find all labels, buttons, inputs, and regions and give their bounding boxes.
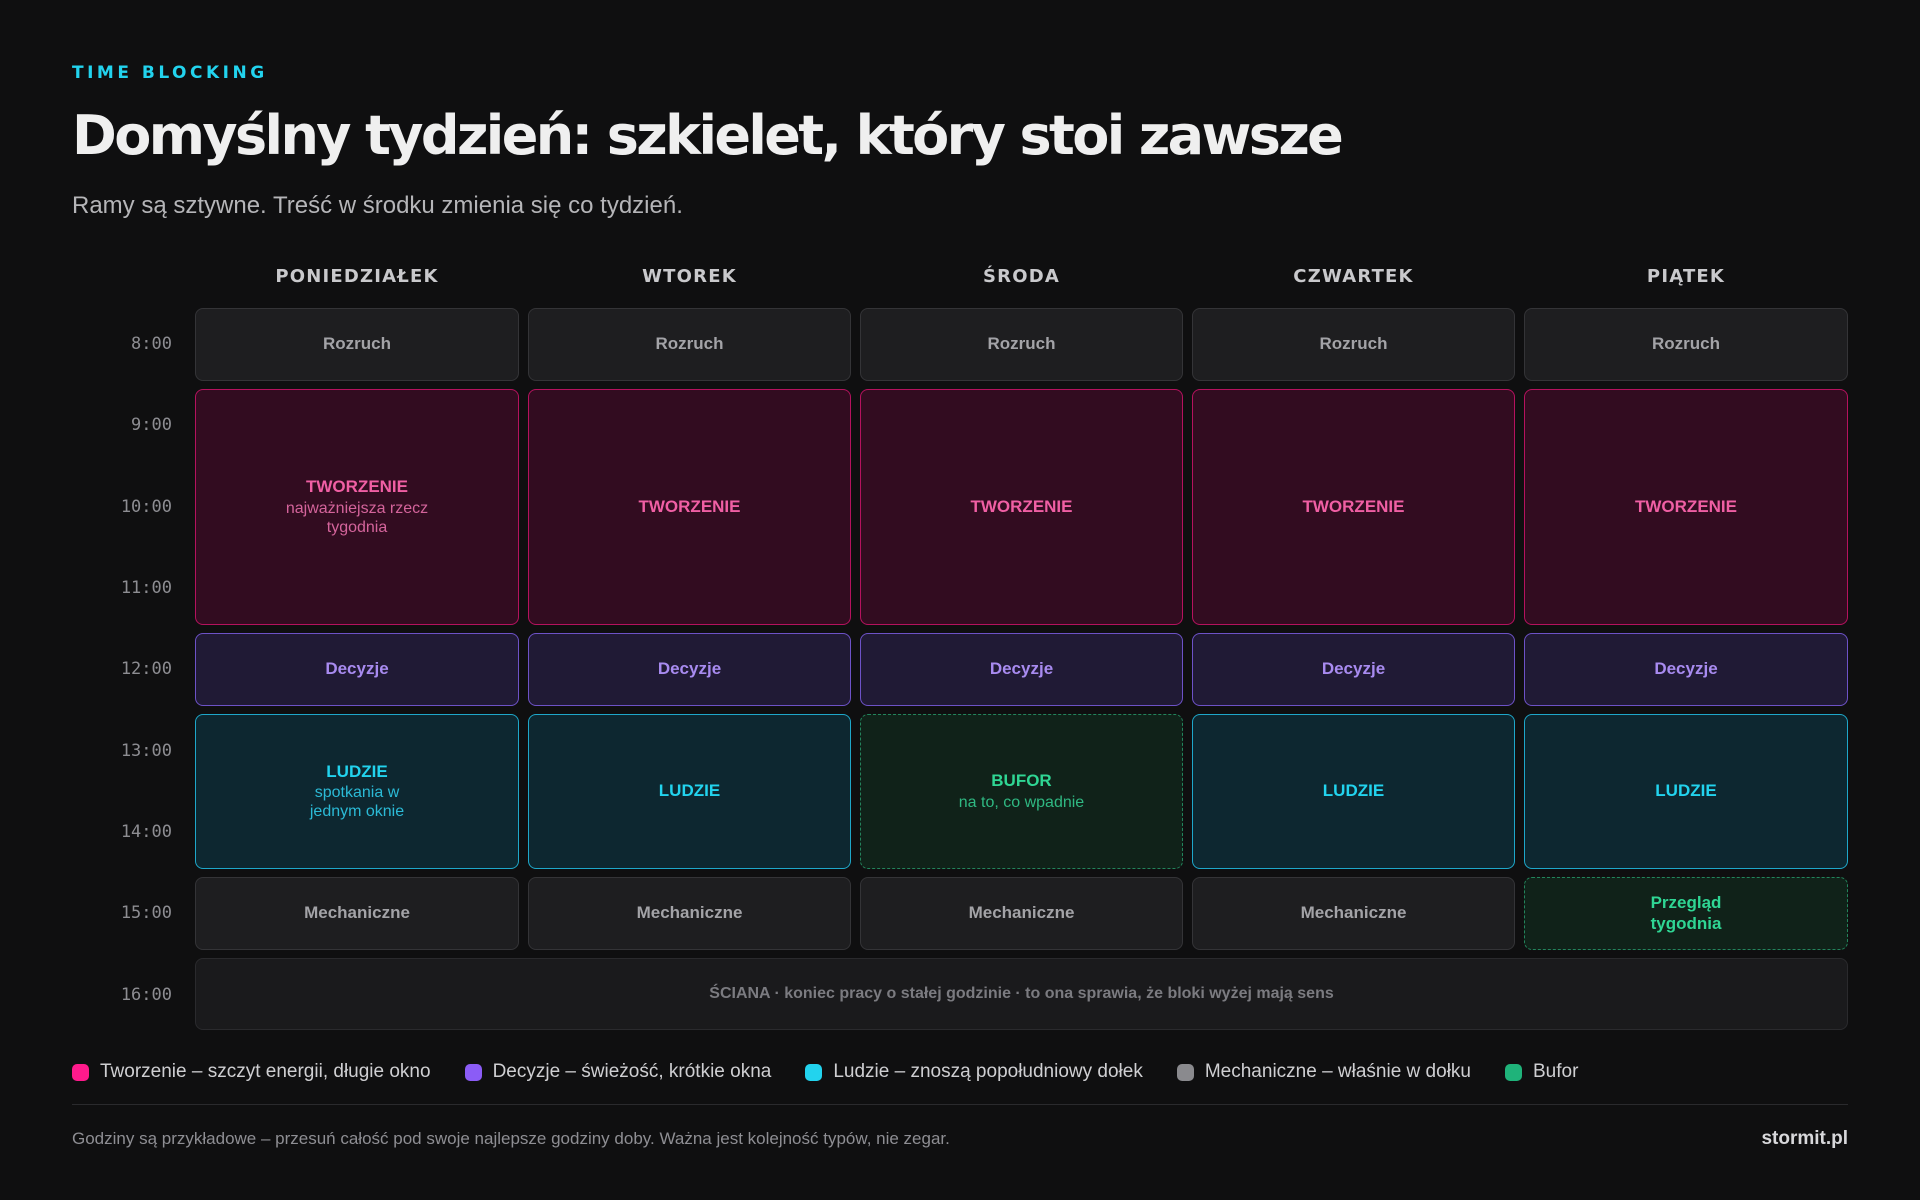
block-decyzje-thursday[interactable]: Decyzje	[1192, 633, 1515, 706]
block-decyzje-monday[interactable]: Decyzje	[195, 633, 519, 706]
block-sublabel: spotkania w jednym oknie	[309, 784, 405, 821]
block-tworzenie-monday[interactable]: TWORZENIE najważniejsza rzecz tygodnia	[195, 389, 519, 625]
legend-swatch	[1176, 1063, 1194, 1081]
block-label: Decyzje	[989, 659, 1054, 679]
block-label: TWORZENIE	[1635, 496, 1737, 516]
block-sublabel: najważniejsza rzecz tygodnia	[285, 499, 429, 536]
block-label: TWORZENIE	[970, 496, 1073, 516]
legend-item-tworzenie: Tworzenie – szczyt energii, długie okno	[72, 1061, 431, 1083]
day-header-wednesday: ŚRODA	[983, 266, 1060, 287]
page-title: Domyślny tydzień: szkielet, który stoi z…	[72, 104, 1344, 167]
block-przeglad-friday[interactable]: Przegląd tygodnia	[1524, 877, 1848, 950]
brand-link[interactable]: stormit.pl	[1761, 1128, 1848, 1149]
block-rozruch-tuesday[interactable]: Rozruch	[528, 308, 851, 381]
day-header-tuesday: WTOREK	[642, 266, 737, 287]
legend-label: Ludzie – znoszą popołudniowy dołek	[833, 1061, 1143, 1082]
block-ludzie-friday[interactable]: LUDZIE	[1524, 714, 1848, 869]
legend-label: Decyzje – świeżość, krótkie okna	[492, 1061, 772, 1082]
block-rozruch-monday[interactable]: Rozruch	[195, 308, 519, 381]
time-label: 16:00	[120, 985, 172, 1005]
legend-item-ludzie: Ludzie – znoszą popołudniowy dołek	[805, 1061, 1143, 1083]
block-tworzenie-friday[interactable]: TWORZENIE	[1524, 389, 1848, 625]
legend-label: Bufor	[1532, 1061, 1579, 1082]
block-label: Decyzje	[657, 659, 722, 679]
legend-swatch	[72, 1063, 89, 1081]
block-sublabel: na to, co wpadnie	[958, 793, 1085, 811]
block-tworzenie-thursday[interactable]: TWORZENIE	[1192, 389, 1515, 625]
block-decyzje-tuesday[interactable]: Decyzje	[528, 633, 851, 706]
wall-label: ŚCIANA · koniec pracy o stałej godzinie …	[709, 985, 1334, 1003]
block-label: Decyzje	[1654, 659, 1718, 679]
block-label: Mechaniczne	[1300, 903, 1407, 923]
block-tworzenie-wednesday[interactable]: TWORZENIE	[860, 389, 1183, 625]
block-label: LUDZIE	[326, 761, 388, 781]
legend-item-mechaniczne: Mechaniczne – właśnie w dołku	[1176, 1061, 1471, 1083]
block-rozruch-thursday[interactable]: Rozruch	[1192, 308, 1515, 381]
block-label: Mechaniczne	[968, 903, 1075, 923]
block-mechaniczne-wednesday[interactable]: Mechaniczne	[860, 877, 1183, 950]
block-decyzje-wednesday[interactable]: Decyzje	[860, 633, 1183, 706]
time-label: 15:00	[120, 903, 172, 923]
legend-swatch	[805, 1063, 823, 1081]
block-ludzie-thursday[interactable]: LUDZIE	[1192, 714, 1515, 869]
block-label: LUDZIE	[1655, 781, 1717, 801]
block-label: Rozruch	[987, 334, 1056, 354]
block-rozruch-wednesday[interactable]: Rozruch	[860, 308, 1183, 381]
block-tworzenie-tuesday[interactable]: TWORZENIE	[528, 389, 851, 625]
eyebrow-label: TIME BLOCKING	[72, 63, 268, 83]
day-header-thursday: CZWARTEK	[1293, 266, 1414, 287]
time-label: 14:00	[120, 822, 172, 842]
block-label: Decyzje	[1321, 659, 1386, 679]
block-sciana: ŚCIANA · koniec pracy o stałej godzinie …	[195, 958, 1848, 1030]
time-label: 11:00	[120, 578, 172, 598]
footer-note: Godziny są przykładowe – przesuń całość …	[72, 1129, 950, 1148]
block-label: Mechaniczne	[636, 903, 743, 923]
block-label: TWORZENIE	[306, 477, 408, 497]
block-rozruch-friday[interactable]: Rozruch	[1524, 308, 1848, 381]
block-label: Rozruch	[323, 334, 391, 354]
time-label: 8:00	[131, 334, 172, 354]
block-label: Rozruch	[1652, 334, 1720, 354]
time-label: 10:00	[120, 497, 172, 517]
block-label: Przegląd tygodnia	[1650, 893, 1722, 933]
block-label: LUDZIE	[1322, 781, 1385, 801]
block-decyzje-friday[interactable]: Decyzje	[1524, 633, 1848, 706]
page-subtitle: Ramy są sztywne. Treść w środku zmienia …	[72, 192, 683, 219]
block-mechaniczne-tuesday[interactable]: Mechaniczne	[528, 877, 851, 950]
block-bufor-wednesday[interactable]: BUFOR na to, co wpadnie	[860, 714, 1183, 869]
legend-item-bufor: Bufor	[1504, 1061, 1579, 1083]
time-label: 13:00	[120, 741, 172, 761]
block-label: Decyzje	[325, 659, 389, 679]
legend-item-decyzje: Decyzje – świeżość, krótkie okna	[464, 1061, 772, 1083]
block-label: Rozruch	[655, 334, 724, 354]
block-label: Mechaniczne	[304, 903, 410, 923]
block-ludzie-tuesday[interactable]: LUDZIE	[528, 714, 851, 869]
legend-label: Tworzenie – szczyt energii, długie okno	[100, 1061, 431, 1082]
legend-label: Mechaniczne – właśnie w dołku	[1204, 1061, 1471, 1082]
block-label: TWORZENIE	[638, 496, 741, 516]
footer-divider	[72, 1104, 1848, 1105]
day-header-monday: PONIEDZIAŁEK	[275, 266, 439, 287]
block-label: BUFOR	[991, 771, 1052, 791]
block-label: LUDZIE	[658, 781, 721, 801]
time-label: 9:00	[131, 415, 172, 435]
day-header-friday: PIĄTEK	[1646, 266, 1726, 287]
block-label: Rozruch	[1319, 334, 1388, 354]
block-ludzie-monday[interactable]: LUDZIE spotkania w jednym oknie	[195, 714, 519, 869]
block-label: TWORZENIE	[1302, 496, 1405, 516]
legend-swatch	[1504, 1063, 1522, 1081]
time-label: 12:00	[120, 659, 172, 679]
block-mechaniczne-monday[interactable]: Mechaniczne	[195, 877, 519, 950]
legend: Tworzenie – szczyt energii, długie okno …	[72, 1059, 1578, 1085]
block-mechaniczne-thursday[interactable]: Mechaniczne	[1192, 877, 1515, 950]
legend-swatch	[464, 1063, 482, 1081]
